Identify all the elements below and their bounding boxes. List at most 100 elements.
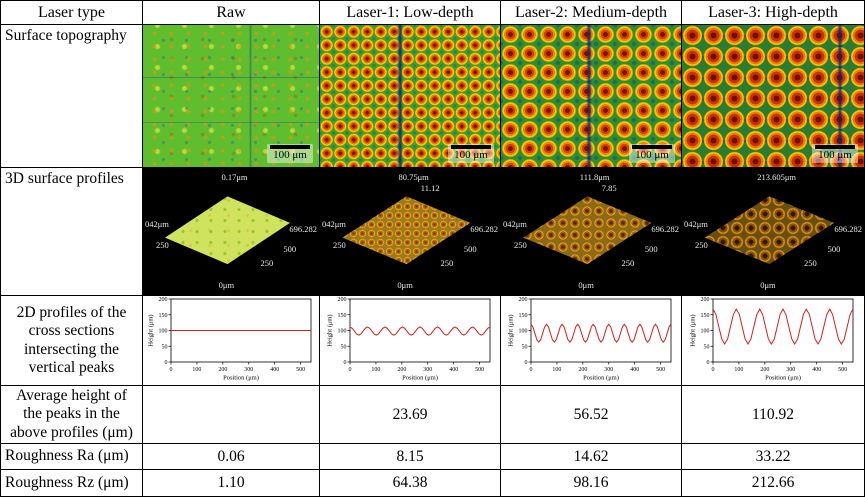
svg-text:500: 500 <box>838 367 847 373</box>
svg-text:Height (μm): Height (μm) <box>690 314 697 346</box>
row-label-2d-profiles: 2D profiles of the cross sections inters… <box>1 296 143 386</box>
svg-text:150: 150 <box>338 313 347 319</box>
axis-tick: 250 <box>333 240 346 251</box>
svg-text:200: 200 <box>519 297 528 303</box>
ra-value-raw: 0.06 <box>143 444 320 470</box>
svg-text:0: 0 <box>712 367 715 373</box>
axis-tick: 500 <box>644 244 658 255</box>
profile3d-laser1: 80.75μm 11.12 042μm 250 0μm 250 500 696.… <box>320 168 501 296</box>
laser-groove-line <box>397 25 404 167</box>
topography-image-raw: 100 μm <box>143 25 320 168</box>
row-label-average-height: Average height of the peaks in the above… <box>1 386 143 444</box>
svg-text:200: 200 <box>159 297 168 303</box>
svg-text:50: 50 <box>522 344 528 350</box>
scale-bar-line <box>632 145 672 150</box>
line-chart: 0 100 200 300 400 500 0 50 100 150 200 Position (μm… <box>688 296 858 385</box>
avg-height-value-laser2: 56.52 <box>501 386 682 444</box>
scratch-line <box>248 25 252 167</box>
column-header-raw: Raw <box>143 1 320 25</box>
z-max-label: 111.8μm <box>579 172 610 182</box>
avg-height-value-raw <box>143 386 320 444</box>
svg-text:Position (μm): Position (μm) <box>223 375 259 382</box>
scale-bar: 100 μm <box>812 144 858 163</box>
svg-text:100: 100 <box>159 329 168 335</box>
profile2d-chart-laser2: 0 100 200 300 400 500 0 50 100 150 200 Position (μm… <box>501 296 682 386</box>
svg-text:0: 0 <box>170 367 173 373</box>
axis-tick: 500 <box>463 244 477 255</box>
line-chart: 0 100 200 300 400 500 0 50 100 150 200 Position (μm… <box>506 296 676 385</box>
svg-text:300: 300 <box>244 367 253 373</box>
profile3d-laser2: 111.8μm 7.85 042μm 250 0μm 250 500 696.2… <box>501 168 682 296</box>
svg-text:0: 0 <box>530 367 533 373</box>
row-label-surface-topography: Surface topography <box>1 25 143 168</box>
row-label-roughness-rz: Roughness Rz (μm) <box>1 470 143 496</box>
axis-label: 042μm <box>503 218 527 229</box>
scale-bar-line <box>270 145 310 150</box>
svg-text:150: 150 <box>701 313 710 319</box>
surface-plane <box>342 196 471 265</box>
row-label-3d-profiles: 3D surface profiles <box>1 168 143 296</box>
svg-text:Position (μm): Position (μm) <box>583 375 619 382</box>
scale-bar-label: 100 μm <box>818 149 852 162</box>
svg-text:0: 0 <box>525 360 528 366</box>
profile2d-chart-laser1: 0 100 200 300 400 500 0 50 100 150 200 Position (μm… <box>320 296 501 386</box>
z-sub-label: 11.12 <box>420 183 440 193</box>
svg-text:200: 200 <box>578 367 587 373</box>
topography-image-laser3: 100 μm <box>682 25 864 168</box>
svg-text:150: 150 <box>159 313 168 319</box>
svg-text:Position (μm): Position (μm) <box>765 375 801 382</box>
axis-tick: 250 <box>695 240 708 251</box>
svg-text:50: 50 <box>704 344 710 350</box>
svg-text:0: 0 <box>165 360 168 366</box>
axis-tick: 250 <box>803 258 817 269</box>
laser-groove-line <box>585 25 592 167</box>
svg-text:100: 100 <box>519 329 528 335</box>
axis-tick: 250 <box>156 240 169 251</box>
scale-bar-line <box>815 145 855 150</box>
line-chart: 0 100 200 300 400 500 0 50 100 150 200 Position (μm… <box>325 296 495 385</box>
z-max-label: 0.17μm <box>221 172 248 182</box>
scale-bar: 100 μm <box>448 144 494 163</box>
scale-bar-label: 100 μm <box>454 149 488 162</box>
axis-tick: 250 <box>621 258 635 269</box>
axis-origin: 0μm <box>218 280 235 290</box>
laser-groove-line <box>836 25 843 167</box>
axis-label: 042μm <box>684 218 708 229</box>
row-label-roughness-ra: Roughness Ra (μm) <box>1 444 143 470</box>
ra-value-laser3: 33.22 <box>682 444 864 470</box>
column-header-laser1: Laser-1: Low-depth <box>320 1 501 25</box>
svg-text:300: 300 <box>423 367 432 373</box>
rz-value-laser3: 212.66 <box>682 470 864 496</box>
svg-text:150: 150 <box>519 313 528 319</box>
svg-text:300: 300 <box>786 367 795 373</box>
svg-text:100: 100 <box>338 329 347 335</box>
svg-text:200: 200 <box>397 367 406 373</box>
svg-text:400: 400 <box>270 367 279 373</box>
axis-tick: 250 <box>260 258 274 269</box>
svg-text:200: 200 <box>760 367 769 373</box>
svg-text:100: 100 <box>552 367 561 373</box>
rz-value-raw: 1.10 <box>143 470 320 496</box>
ra-value-laser1: 8.15 <box>320 444 501 470</box>
surface-plane <box>523 196 652 265</box>
svg-text:Height (μm): Height (μm) <box>148 314 155 346</box>
axis-origin: 0μm <box>760 280 776 290</box>
surface-plane <box>164 196 290 265</box>
svg-text:400: 400 <box>630 367 639 373</box>
axis-max: 696.282 <box>651 223 679 234</box>
topography-image-laser1: 100 μm <box>320 25 501 168</box>
profile2d-chart-raw: 0 100 200 300 400 500 0 50 100 150 200 Position (μm… <box>143 296 320 386</box>
svg-text:0: 0 <box>707 360 710 366</box>
axis-label: 042μm <box>322 218 346 229</box>
svg-text:400: 400 <box>449 367 458 373</box>
z-max-label: 213.605μm <box>757 172 797 182</box>
axis-label: 042μm <box>145 218 169 229</box>
svg-text:0: 0 <box>349 367 352 373</box>
svg-text:Position (μm): Position (μm) <box>402 375 438 382</box>
column-header-laser2: Laser-2: Medium-depth <box>501 1 682 25</box>
column-header-laser3: Laser-3: High-depth <box>682 1 864 25</box>
scale-bar-line <box>451 145 491 150</box>
scale-bar-label: 100 μm <box>273 149 307 162</box>
axis-origin: 0μm <box>578 280 594 290</box>
